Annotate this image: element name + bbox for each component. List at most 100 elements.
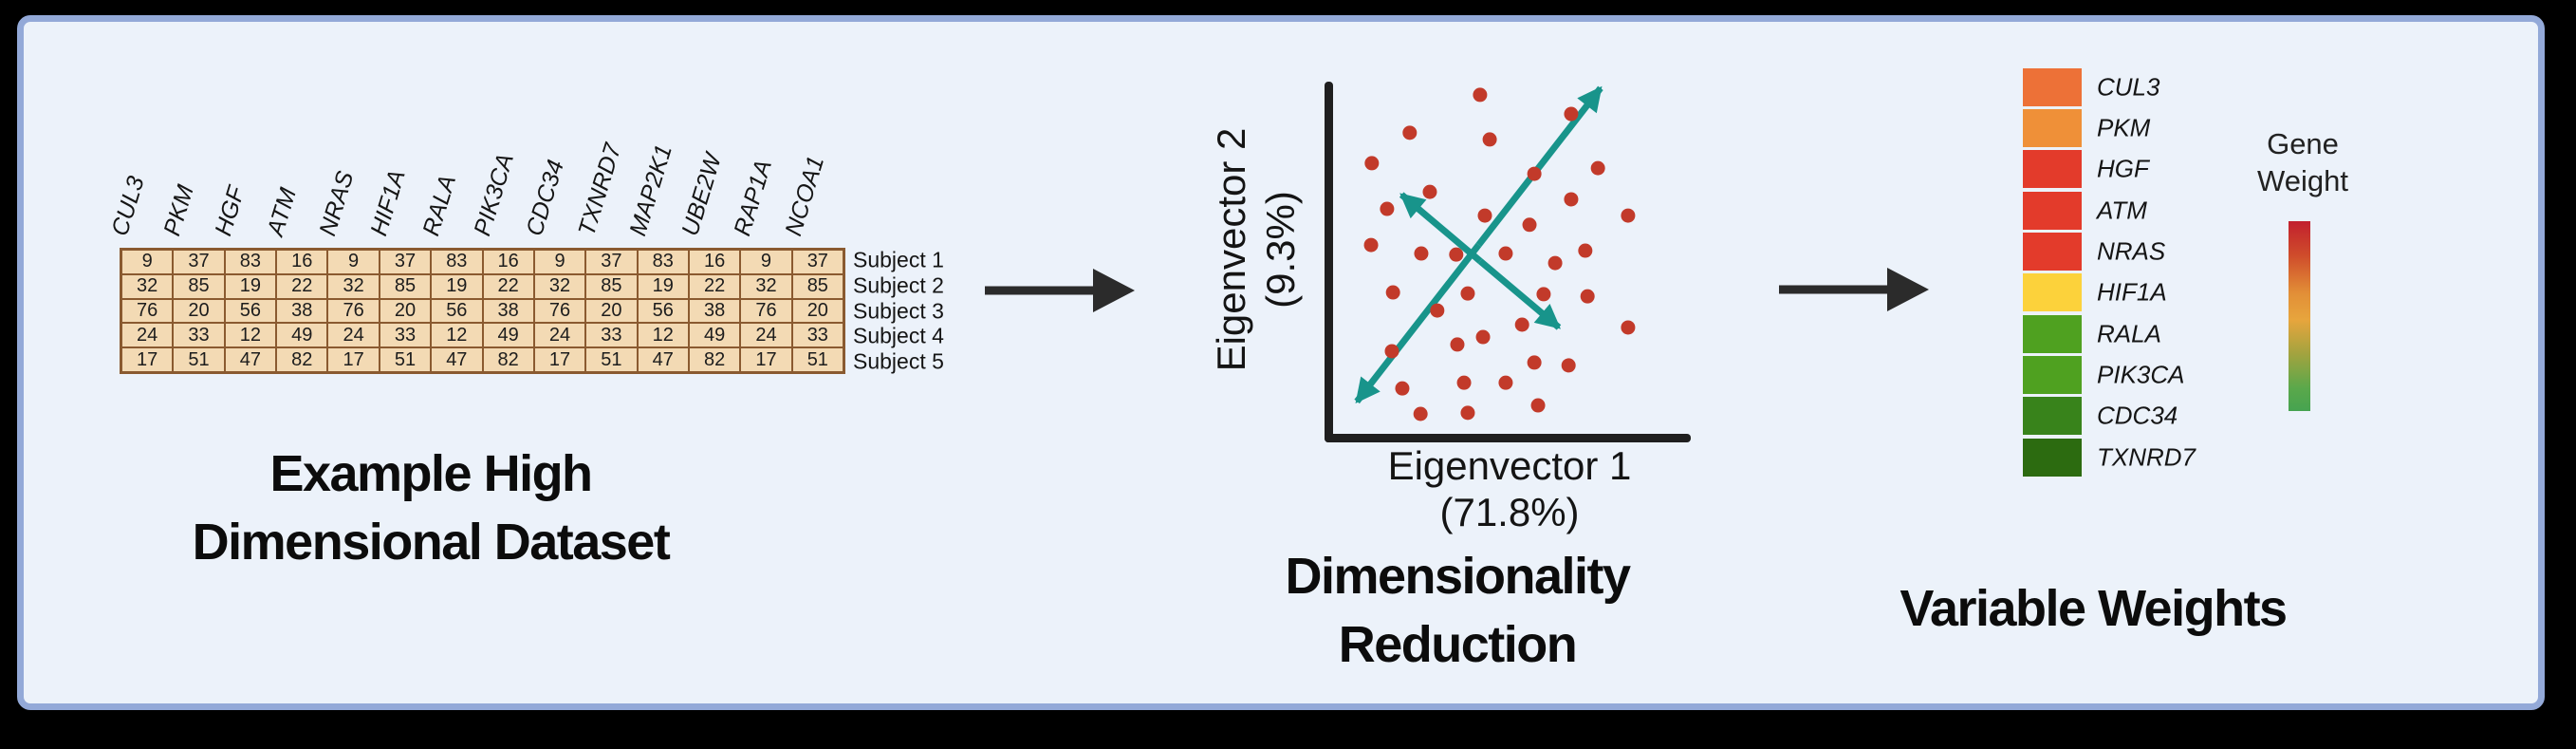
table-cell: 9	[122, 251, 173, 273]
table-cell: 38	[483, 299, 533, 323]
data-point	[1414, 246, 1429, 261]
table-cell: 33	[380, 324, 431, 347]
table-cell: 22	[277, 274, 327, 298]
table-cell: 19	[432, 274, 482, 298]
table-cell: 20	[586, 299, 637, 323]
table-cell: 49	[277, 324, 327, 347]
table-cell: 85	[586, 274, 637, 298]
table-cell: 24	[328, 324, 379, 347]
table-cell: 22	[689, 274, 740, 298]
gene-weight-swatch	[2023, 356, 2082, 394]
colorbar-title-line-2: Weight	[2257, 163, 2348, 197]
table-cell: 32	[328, 274, 379, 298]
table-cell: 33	[586, 324, 637, 347]
data-point	[1514, 317, 1529, 332]
table-cell: 16	[689, 251, 740, 273]
table-cell: 82	[689, 348, 740, 371]
table-cell: 38	[689, 299, 740, 323]
table-cell: 17	[328, 348, 379, 371]
table-cell: 51	[380, 348, 431, 371]
table-cell: 12	[432, 324, 482, 347]
middle-title-line-1: Dimensionality	[1285, 548, 1631, 605]
right-section-title: Variable Weights	[1900, 580, 2288, 637]
data-point	[1413, 406, 1428, 421]
data-point	[1460, 405, 1475, 421]
data-point	[1456, 375, 1472, 390]
table-cell: 9	[534, 251, 585, 273]
data-point	[1402, 125, 1418, 140]
data-point	[1621, 208, 1636, 223]
data-point	[1564, 106, 1579, 122]
table-cell: 37	[380, 251, 431, 273]
table-cell: 33	[174, 324, 224, 347]
table-cell: 24	[122, 324, 173, 347]
data-point	[1580, 289, 1595, 304]
table-cell: 56	[638, 299, 688, 323]
table-cell: 47	[638, 348, 688, 371]
table-cell: 9	[741, 251, 791, 273]
table-cell: 22	[483, 274, 533, 298]
left-section-title: Example High Dimensional Dataset	[99, 440, 763, 577]
gene-weight-label: ATM	[2097, 196, 2147, 225]
table-cell: 82	[483, 348, 533, 371]
data-point	[1363, 237, 1379, 253]
data-point	[1561, 358, 1576, 373]
subject-label: Subject 5	[853, 348, 944, 374]
left-title-line-1: Example High	[269, 445, 593, 502]
gene-weight-swatch	[2023, 191, 2082, 230]
table-cell: 47	[225, 348, 276, 371]
data-point	[1621, 320, 1636, 335]
data-point	[1395, 381, 1410, 396]
table-cell: 83	[638, 251, 688, 273]
data-point	[1475, 329, 1491, 345]
table-cell: 19	[225, 274, 276, 298]
data-point	[1384, 344, 1399, 359]
gene-weight-swatch	[2023, 314, 2082, 353]
table-cell: 51	[174, 348, 224, 371]
dataset-table: 9 37 83 16 9 37 83 16 9 37 83 16 9 37 32 85 19 22 32 85 19 22…	[120, 248, 845, 374]
flow-arrow-icon	[985, 269, 1135, 312]
table-cell: 85	[380, 274, 431, 298]
data-point	[1477, 208, 1492, 223]
table-cell: 49	[483, 324, 533, 347]
data-point	[1530, 398, 1546, 413]
gene-weight-label: PKM	[2097, 113, 2151, 142]
data-point	[1460, 286, 1475, 301]
table-cell: 16	[277, 251, 327, 273]
table-cell: 83	[432, 251, 482, 273]
data-point	[1527, 355, 1542, 370]
table-cell: 47	[432, 348, 482, 371]
table-cell: 83	[225, 251, 276, 273]
data-point	[1450, 337, 1465, 352]
data-point	[1473, 87, 1488, 103]
table-cell: 20	[174, 299, 224, 323]
gene-weight-swatch	[2023, 150, 2082, 189]
data-point	[1482, 132, 1497, 147]
gene-weight-label: CUL3	[2097, 72, 2160, 102]
gene-weight-label: NRAS	[2097, 236, 2166, 266]
data-point	[1522, 217, 1537, 233]
table-cell: 49	[689, 324, 740, 347]
table-cell: 38	[277, 299, 327, 323]
table-cell: 37	[174, 251, 224, 273]
data-point	[1498, 375, 1513, 390]
data-point	[1498, 246, 1513, 261]
eigenvector-2-direction	[1477, 258, 1562, 330]
scatter-y-axis	[1325, 82, 1333, 442]
data-point	[1364, 156, 1380, 171]
gene-weight-swatch	[2023, 273, 2082, 312]
data-point	[1536, 287, 1551, 302]
gene-weight-label: HGF	[2097, 154, 2149, 183]
data-point	[1385, 285, 1400, 300]
gene-weight-swatch	[2023, 67, 2082, 106]
table-cell: 9	[328, 251, 379, 273]
scatter-points	[1363, 87, 1636, 421]
eigenvector-arrows	[1354, 85, 1603, 404]
table-cell: 76	[328, 299, 379, 323]
table-cell: 24	[741, 324, 791, 347]
table-cell: 20	[380, 299, 431, 323]
table-cell: 32	[122, 274, 173, 298]
